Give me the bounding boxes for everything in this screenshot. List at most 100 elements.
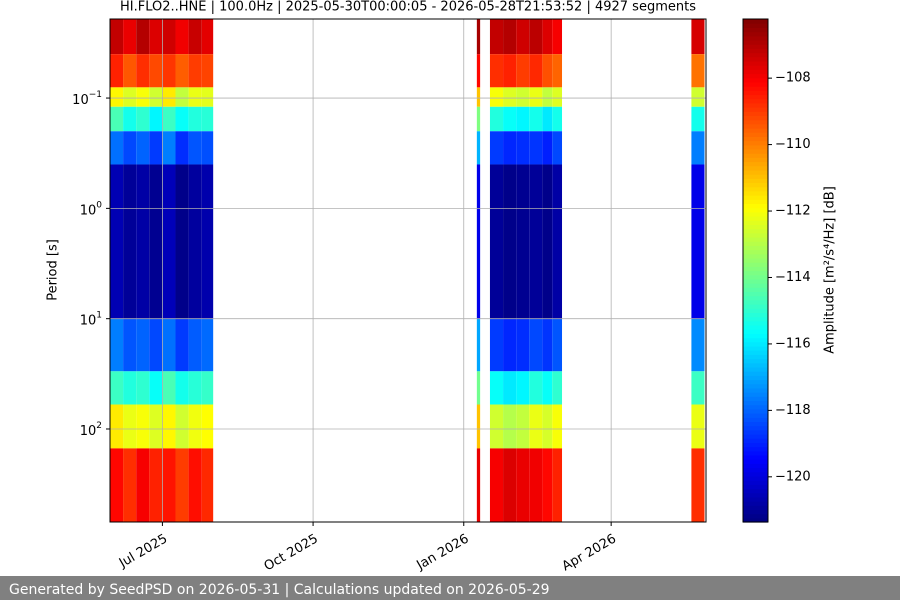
y-tick-exponent: −1 [89,90,102,100]
heatmap-cell [503,106,517,132]
colorbar-segment [743,102,768,108]
heatmap-cell [489,54,504,88]
heatmap-cell [109,448,124,522]
colorbar-segment [743,253,768,259]
colorbar-segment [743,408,768,414]
colorbar-tick-label: −112 [775,204,811,219]
heatmap-cell [542,54,553,88]
colorbar-segment [743,371,768,376]
heatmap-cell [476,131,481,165]
colorbar-segment [743,165,768,171]
colorbar-segment [743,195,768,200]
heatmap-cell [149,87,163,107]
heatmap-cell [552,404,563,449]
colorbar-segment [743,190,768,196]
heatmap-cell [149,131,163,165]
colorbar-segment [743,392,768,397]
heatmap-cell [201,19,214,55]
colorbar-segment [743,157,768,163]
heatmap-cell [162,164,176,319]
heatmap-cell [503,404,517,449]
heatmap-cell [123,131,137,165]
colorbar-segment [743,320,768,326]
colorbar-segment [743,459,768,464]
heatmap-cell [162,54,176,88]
heatmap-cell [175,19,189,55]
colorbar-segment [743,329,768,334]
colorbar-segment [743,488,768,494]
heatmap-cell [201,131,214,165]
colorbar-segment [743,211,768,217]
heatmap-cell [149,371,163,405]
heatmap-cell [188,54,202,88]
colorbar-segment [743,153,768,158]
heatmap-cell [149,164,163,319]
heatmap-cell [149,54,163,88]
colorbar-segment [743,236,768,242]
colorbar-segment [743,65,768,70]
colorbar-segment [743,438,768,443]
colorbar-segment [743,119,768,125]
colorbar-segment [743,333,768,339]
heatmap-cell [188,87,202,107]
colorbar-segment [743,366,768,372]
heatmap-cell [188,164,202,319]
heatmap-cell [136,19,150,55]
colorbar-segment [743,232,768,238]
colorbar-segment [743,484,768,490]
colorbar-segment [743,337,768,343]
heatmap-cell [489,448,504,522]
heatmap-cell [503,19,517,55]
colorbar-segment [743,299,768,305]
colorbar-segment [743,270,768,276]
colorbar-segment [743,86,768,91]
heatmap-cell [175,87,189,107]
colorbar-segment [743,295,768,301]
heatmap-cell [691,106,705,132]
heatmap-cell [175,404,189,449]
heatmap-cell [109,87,124,107]
heatmap-cell [552,448,563,522]
heatmap-cell [201,87,214,107]
heatmap-cell [201,404,214,449]
colorbar-segment [743,115,768,121]
colorbar-tick-label: −114 [775,270,811,285]
heatmap-cell [489,164,504,319]
colorbar-segment [743,480,768,485]
y-tick-base: 10 [80,203,97,218]
colorbar-segment [743,496,768,502]
colorbar-segment [743,358,768,364]
heatmap-cell [149,318,163,372]
colorbar-segment [743,94,768,100]
colorbar-segment [743,446,768,452]
heatmap-cell [552,106,563,132]
heatmap-cell [503,448,517,522]
colorbar-tick-label: −120 [775,469,811,484]
heatmap-cell [188,371,202,405]
heatmap-cell [516,404,530,449]
heatmap-cell [489,318,504,372]
colorbar-segment [743,442,768,448]
colorbar-segment [743,257,768,263]
heatmap-cell [691,164,705,319]
heatmap-cell [542,164,553,319]
colorbar-segment [743,379,768,385]
heatmap-cell [529,371,543,405]
heatmap-cell [552,19,563,55]
colorbar-segment [743,304,768,309]
colorbar-segment [743,132,768,137]
colorbar-segment [743,341,768,347]
colorbar-segment [743,107,768,112]
colorbar-segment [743,178,768,184]
heatmap-cell [516,87,530,107]
heatmap-cell [109,164,124,319]
heatmap-cell [123,448,137,522]
colorbar-tick-label: −108 [775,71,811,86]
heatmap-cell [162,371,176,405]
heatmap-cell [175,371,189,405]
heatmap-cell [489,87,504,107]
heatmap-cell [109,131,124,165]
heatmap-cell [123,87,137,107]
colorbar-segment [743,517,768,523]
heatmap-cell [529,404,543,449]
